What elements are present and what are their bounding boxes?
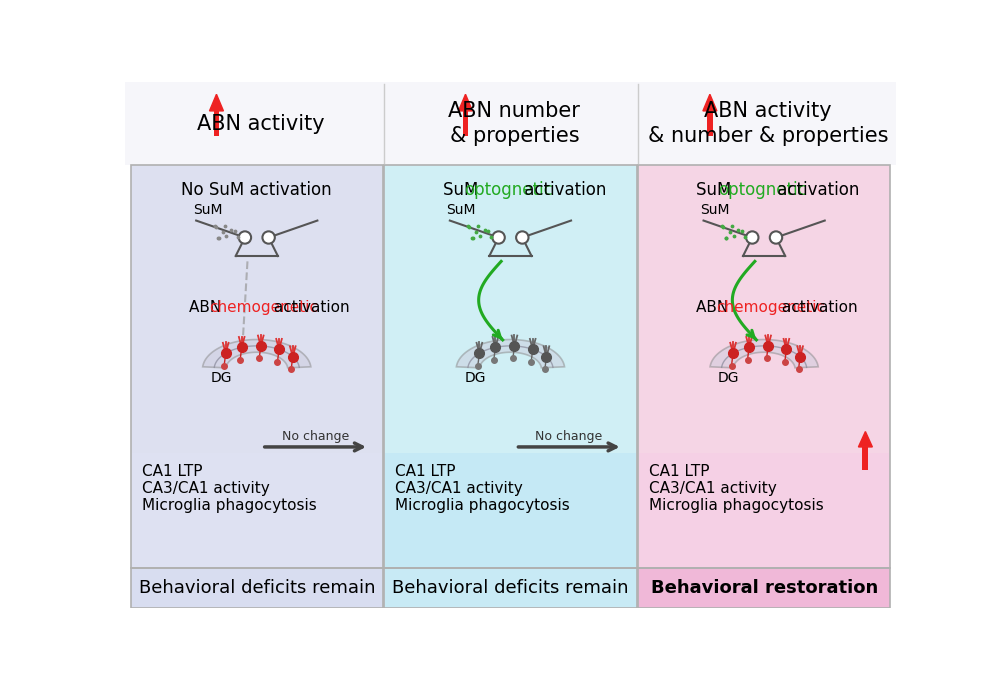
- Text: CA1 LTP: CA1 LTP: [141, 464, 202, 479]
- Text: optognetic: optognetic: [464, 180, 553, 199]
- Circle shape: [746, 232, 759, 244]
- Text: ABN: ABN: [696, 300, 733, 315]
- Text: activation: activation: [777, 300, 858, 315]
- Bar: [130, 165, 382, 568]
- Bar: [130, 165, 382, 568]
- Bar: [638, 165, 890, 568]
- Text: DG: DG: [464, 372, 486, 385]
- Circle shape: [262, 232, 275, 244]
- Polygon shape: [456, 339, 565, 368]
- Text: ABN activity
& number & properties: ABN activity & number & properties: [647, 100, 888, 146]
- Bar: [213, 111, 219, 136]
- Text: No SuM activation: No SuM activation: [181, 180, 332, 199]
- Bar: [863, 447, 869, 470]
- Bar: [384, 568, 636, 608]
- Text: No change: No change: [536, 430, 603, 443]
- Text: Microglia phagocytosis: Microglia phagocytosis: [395, 498, 570, 513]
- Text: SuM: SuM: [193, 204, 222, 217]
- Polygon shape: [859, 432, 872, 447]
- Text: CA3/CA1 activity: CA3/CA1 activity: [395, 481, 523, 496]
- Text: SuM: SuM: [700, 204, 730, 217]
- Bar: [638, 453, 889, 567]
- Bar: [385, 453, 635, 567]
- Text: DG: DG: [718, 372, 739, 385]
- Bar: [707, 111, 713, 136]
- Text: Behavioral restoration: Behavioral restoration: [650, 579, 877, 597]
- Text: SuM: SuM: [442, 180, 483, 199]
- Text: chemogenetic: chemogenetic: [716, 300, 826, 315]
- Text: No change: No change: [282, 430, 349, 443]
- Text: activation: activation: [519, 180, 606, 199]
- Circle shape: [492, 232, 505, 244]
- Text: ABN: ABN: [189, 300, 226, 315]
- Text: ABN number
& properties: ABN number & properties: [448, 100, 581, 146]
- Bar: [130, 568, 382, 608]
- Text: optognetic: optognetic: [718, 180, 807, 199]
- Text: activation: activation: [772, 180, 860, 199]
- Bar: [124, 82, 896, 165]
- Text: activation: activation: [269, 300, 350, 315]
- Text: Behavioral deficits remain: Behavioral deficits remain: [138, 579, 375, 597]
- Text: CA3/CA1 activity: CA3/CA1 activity: [141, 481, 269, 496]
- Text: SuM: SuM: [446, 204, 476, 217]
- Text: DG: DG: [211, 372, 232, 385]
- Polygon shape: [209, 94, 223, 111]
- Circle shape: [516, 232, 529, 244]
- Bar: [384, 165, 636, 568]
- Text: CA1 LTP: CA1 LTP: [395, 464, 456, 479]
- Polygon shape: [703, 94, 717, 111]
- Bar: [638, 165, 890, 568]
- Bar: [130, 568, 382, 608]
- Text: ABN activity: ABN activity: [197, 113, 325, 134]
- Bar: [462, 111, 468, 136]
- Text: CA3/CA1 activity: CA3/CA1 activity: [649, 481, 777, 496]
- Text: Behavioral deficits remain: Behavioral deficits remain: [392, 579, 628, 597]
- Text: Microglia phagocytosis: Microglia phagocytosis: [649, 498, 824, 513]
- Text: chemogenetic: chemogenetic: [209, 300, 318, 315]
- Bar: [131, 453, 382, 567]
- Polygon shape: [203, 339, 311, 368]
- Text: Microglia phagocytosis: Microglia phagocytosis: [141, 498, 317, 513]
- Polygon shape: [458, 94, 472, 111]
- Circle shape: [770, 232, 782, 244]
- Text: SuM: SuM: [696, 180, 737, 199]
- Bar: [638, 568, 890, 608]
- Circle shape: [239, 232, 251, 244]
- Polygon shape: [710, 339, 818, 368]
- Bar: [384, 165, 636, 568]
- Bar: [638, 568, 890, 608]
- Text: CA1 LTP: CA1 LTP: [649, 464, 709, 479]
- Bar: [384, 568, 636, 608]
